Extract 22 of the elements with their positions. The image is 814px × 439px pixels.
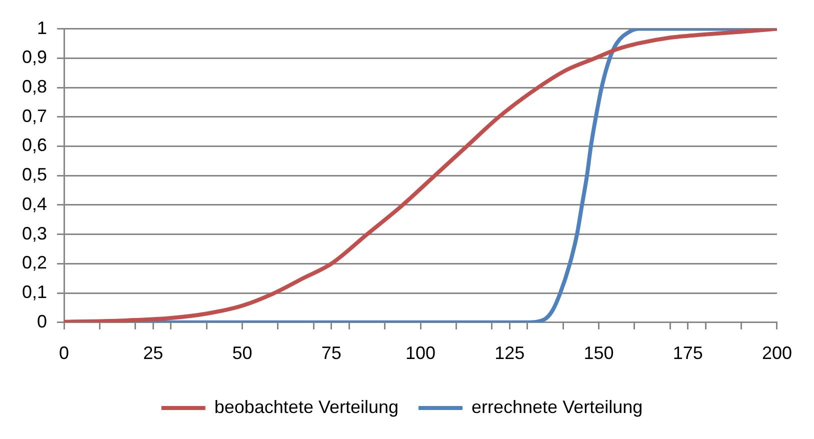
x-tick-label: 100 <box>405 343 436 364</box>
x-tick-label: 0 <box>59 343 70 364</box>
y-tick-label: 0,7 <box>22 106 48 126</box>
x-tick-label: 150 <box>584 343 614 364</box>
y-tick-label: 0,1 <box>22 282 48 302</box>
legend-label: beobachtete Verteilung <box>214 396 399 417</box>
y-tick-label: 0,4 <box>22 194 48 214</box>
y-tick-label: 0,8 <box>22 76 48 96</box>
y-tick-label: 1 <box>37 18 48 38</box>
legend-label: errechnete Verteilung <box>472 396 643 417</box>
y-tick-label: 0 <box>37 311 48 332</box>
y-tick-label: 0,3 <box>22 223 48 244</box>
y-tick-label: 0,6 <box>22 135 48 156</box>
x-tick-label: 125 <box>494 343 525 364</box>
y-tick-label: 0,9 <box>22 47 48 68</box>
x-tick-label: 175 <box>672 343 703 364</box>
y-tick-label: 0,2 <box>22 252 48 273</box>
y-tick-label: 0,5 <box>22 164 48 185</box>
x-tick-label: 75 <box>321 343 342 364</box>
x-tick-label: 50 <box>232 343 252 364</box>
x-tick-label: 25 <box>143 343 164 364</box>
x-tick-label: 200 <box>762 343 792 364</box>
